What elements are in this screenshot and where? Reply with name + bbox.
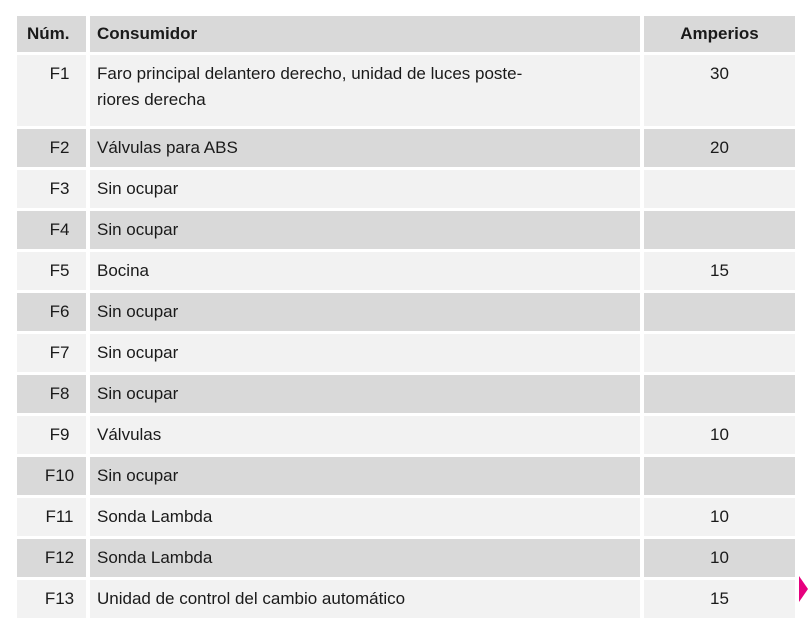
fuse-amperage: 10 xyxy=(642,496,795,539)
table-row: F12 Sonda Lambda 10 xyxy=(17,537,795,580)
table-header-row: Núm. Consumidor Amperios xyxy=(17,16,795,55)
table-row: F1 Faro principal delantero derecho, uni… xyxy=(17,53,795,129)
fuse-number: F13 xyxy=(17,578,90,621)
fuse-number: F1 xyxy=(17,53,90,129)
fuse-number: F12 xyxy=(17,537,90,580)
fuse-amperage xyxy=(642,455,795,498)
table-row: F3 Sin ocupar xyxy=(17,168,795,211)
fuse-amperage xyxy=(642,332,795,375)
fuse-amperage: 10 xyxy=(642,414,795,457)
fuse-consumer: Sin ocupar xyxy=(88,168,644,211)
fuse-consumer: Sin ocupar xyxy=(88,373,644,416)
fuse-number: F4 xyxy=(17,209,90,252)
fuse-amperage: 15 xyxy=(642,250,795,293)
fuse-number: F8 xyxy=(17,373,90,416)
continuation-arrow-icon xyxy=(799,576,808,602)
table-row: F4 Sin ocupar xyxy=(17,209,795,252)
header-num: Núm. xyxy=(17,16,90,55)
fuse-amperage: 15 xyxy=(642,578,795,621)
fuse-consumer: Sin ocupar xyxy=(88,332,644,375)
fuse-amperage xyxy=(642,373,795,416)
fuse-amperage xyxy=(642,209,795,252)
fuse-number: F11 xyxy=(17,496,90,539)
fuse-number: F2 xyxy=(17,127,90,170)
fuse-consumer: Faro principal delantero derecho, unidad… xyxy=(88,53,644,129)
fuse-consumer: Sin ocupar xyxy=(88,455,644,498)
fuse-consumer: Sonda Lambda xyxy=(88,537,644,580)
fuse-number: F9 xyxy=(17,414,90,457)
fuse-table: Núm. Consumidor Amperios F1 Faro princip… xyxy=(17,16,795,621)
header-consumer: Consumidor xyxy=(88,16,644,55)
fuse-consumer: Bocina xyxy=(88,250,644,293)
fuse-consumer: Sonda Lambda xyxy=(88,496,644,539)
fuse-number: F6 xyxy=(17,291,90,334)
table-row: F8 Sin ocupar xyxy=(17,373,795,416)
fuse-consumer: Sin ocupar xyxy=(88,209,644,252)
table-row: F7 Sin ocupar xyxy=(17,332,795,375)
fuse-amperage xyxy=(642,291,795,334)
fuse-amperage: 20 xyxy=(642,127,795,170)
fuse-amperage: 30 xyxy=(642,53,795,129)
fuse-consumer: Válvulas xyxy=(88,414,644,457)
table-row: F5 Bocina 15 xyxy=(17,250,795,293)
table-row: F2 Válvulas para ABS 20 xyxy=(17,127,795,170)
fuse-number: F3 xyxy=(17,168,90,211)
fuse-amperage xyxy=(642,168,795,211)
table-row: F6 Sin ocupar xyxy=(17,291,795,334)
fuse-consumer: Sin ocupar xyxy=(88,291,644,334)
fuse-consumer: Unidad de control del cambio automático xyxy=(88,578,644,621)
table-row: F10 Sin ocupar xyxy=(17,455,795,498)
fuse-consumer: Válvulas para ABS xyxy=(88,127,644,170)
fuse-number: F5 xyxy=(17,250,90,293)
table-row: F9 Válvulas 10 xyxy=(17,414,795,457)
table-row: F13 Unidad de control del cambio automát… xyxy=(17,578,795,621)
table-row: F11 Sonda Lambda 10 xyxy=(17,496,795,539)
header-amps: Amperios xyxy=(642,16,795,55)
fuse-amperage: 10 xyxy=(642,537,795,580)
fuse-number: F10 xyxy=(17,455,90,498)
fuse-number: F7 xyxy=(17,332,90,375)
